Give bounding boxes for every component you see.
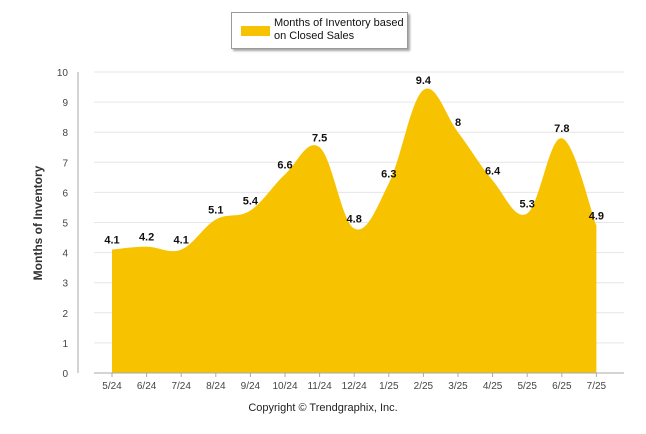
series-area [112,88,597,373]
legend-label: Months of Inventory based on Closed Sale… [274,17,404,42]
y-tick-label: 2 [62,309,68,320]
copyright-text: Copyright © Trendgraphix, Inc. [248,402,398,414]
x-tick-label: 11/24 [307,381,332,392]
data-label: 9.4 [416,75,432,87]
x-tick-label: 6/24 [137,381,157,392]
y-tick-labels: 0 1 2 3 4 5 6 7 8 9 10 [57,68,69,380]
data-label: 7.8 [554,123,569,135]
x-tick-label: 5/24 [102,381,122,392]
x-tick-label: 10/24 [272,381,297,392]
series-area-layer [112,88,597,373]
data-label: 5.1 [208,204,223,216]
data-label: 4.1 [174,235,189,247]
data-label: 6.4 [485,165,501,177]
data-label: 5.4 [243,195,259,207]
y-tick-label: 3 [62,279,68,290]
data-label: 8 [455,117,461,129]
y-tick-label: 9 [62,98,68,109]
legend-swatch [241,26,270,36]
data-label: 6.3 [381,168,396,180]
x-tick-label: 3/25 [448,381,468,392]
y-tick-label: 7 [62,158,68,169]
data-label: 4.9 [589,211,604,223]
y-tick-label: 5 [62,219,68,230]
data-labels: 4.1 4.2 4.1 5.1 5.4 6.6 7.5 4.8 6.3 9.4 8 6.4 5.3 7.8… [104,75,604,247]
y-tick-label: 1 [62,339,68,350]
data-label: 7.5 [312,132,327,144]
x-tick-label: 2/25 [414,381,434,392]
y-tick-label: 4 [62,249,68,260]
data-label: 5.3 [520,198,535,210]
axes [77,72,624,377]
x-tick-label: 5/25 [517,381,537,392]
x-tick-label: 1/25 [379,381,399,392]
x-tick-label: 6/25 [552,381,572,392]
chart-legend: Months of Inventory based on Closed Sale… [231,12,408,49]
y-axis-title: Months of Inventory [31,165,45,280]
data-label: 4.2 [139,232,154,244]
data-label: 4.8 [347,214,362,226]
x-tick-labels: 5/24 6/24 7/24 8/24 9/24 10/24 11/24 12/24 1/25 2… [102,381,606,392]
x-tick-label: 12/24 [342,381,367,392]
x-tick-label: 9/24 [241,381,261,392]
x-tick-label: 8/24 [206,381,226,392]
y-tick-label: 8 [62,128,68,139]
data-label: 6.6 [277,159,292,171]
x-tick-label: 7/25 [587,381,607,392]
y-tick-label: 0 [62,369,68,380]
x-tick-label: 4/25 [483,381,503,392]
y-tick-label: 10 [57,68,69,79]
data-label: 4.1 [104,235,119,247]
y-tick-label: 6 [62,188,68,199]
x-tick-label: 7/24 [171,381,191,392]
